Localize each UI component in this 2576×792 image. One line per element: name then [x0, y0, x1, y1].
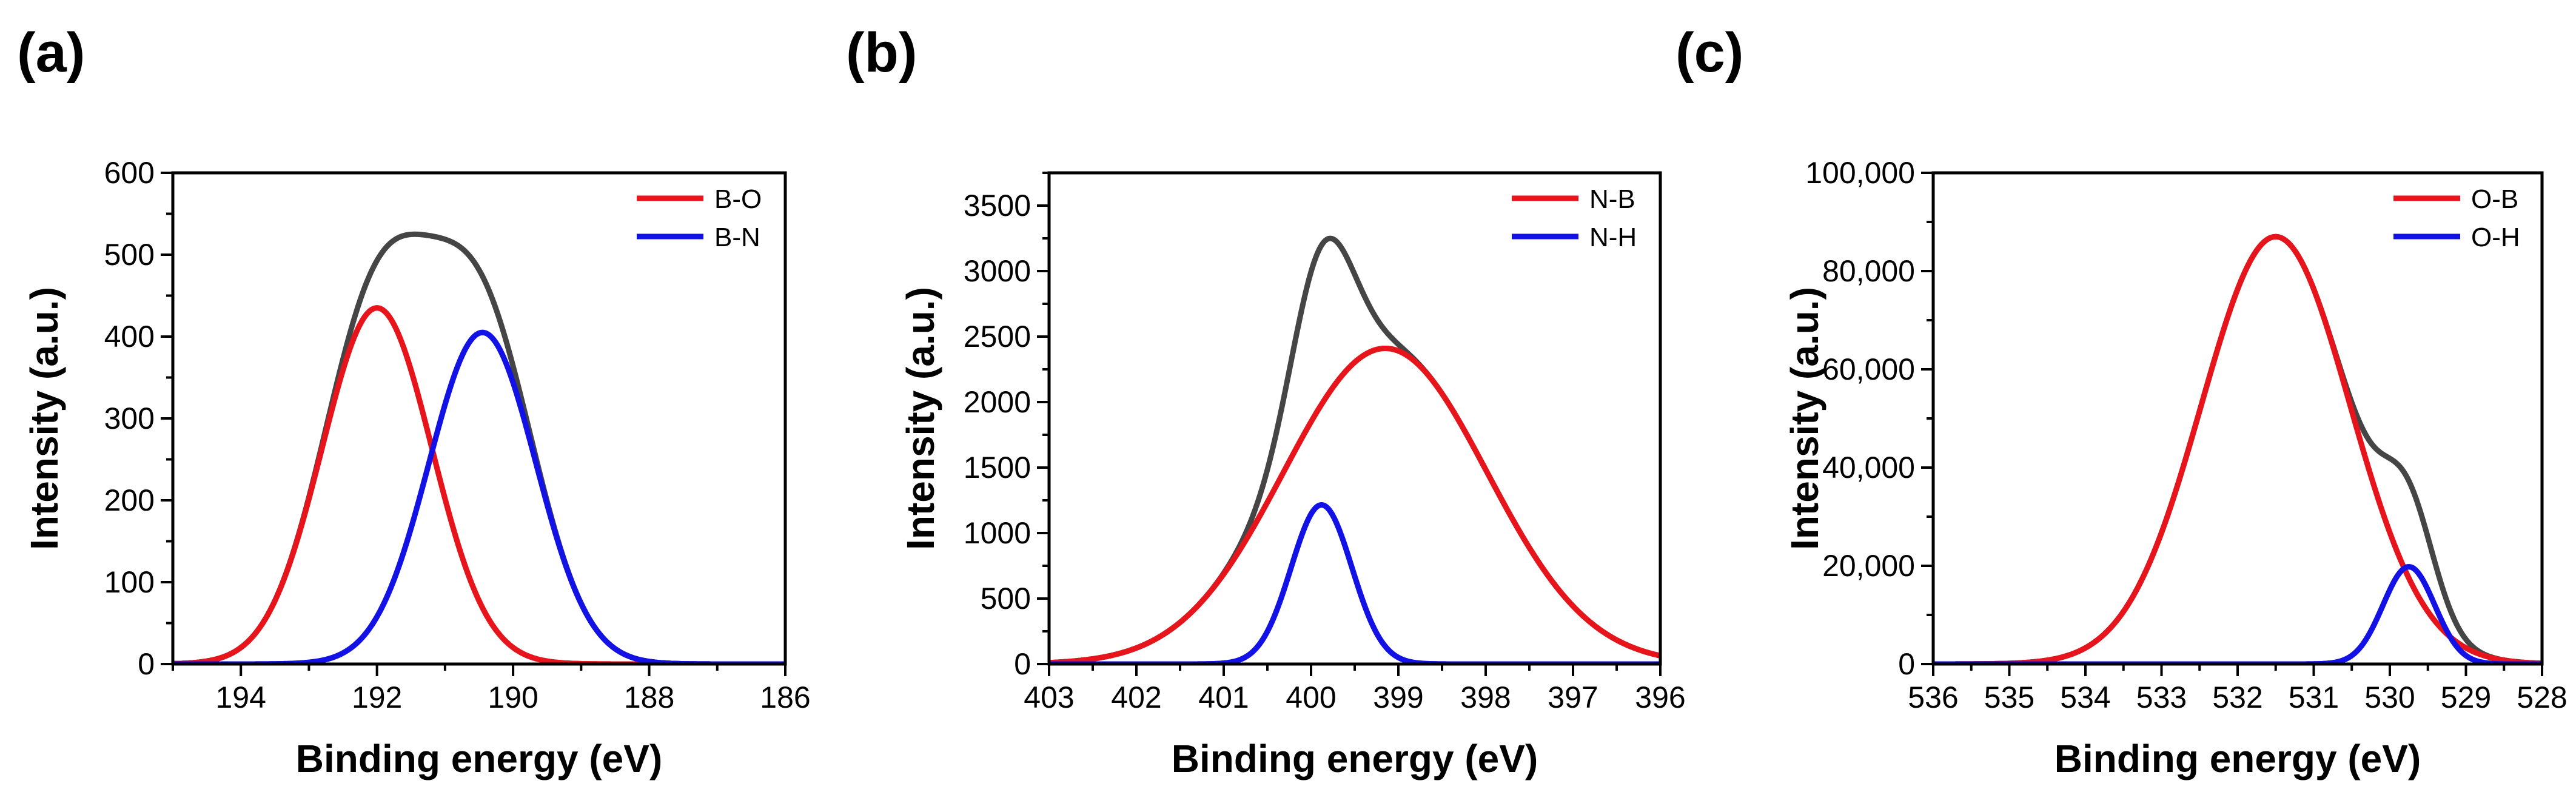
- legend: O-B O-H: [2393, 184, 2520, 252]
- x-axis-title: Binding energy (eV): [1172, 737, 1538, 780]
- series-line-o-b-top: [1933, 233, 2542, 664]
- y-tick-label: 60,000: [1822, 352, 1915, 386]
- y-tick-label: 500: [981, 582, 1031, 616]
- x-tick-label: 398: [1460, 680, 1511, 714]
- series-line-n-h-top: [1049, 502, 1660, 664]
- y-tick-label: 0: [138, 647, 155, 681]
- y-tick-label: 200: [104, 483, 155, 517]
- y-axis-title: Intensity (a.u.): [1783, 287, 1826, 550]
- legend-label-o-b: O-B: [2471, 184, 2518, 214]
- panel-label: (a): [17, 22, 85, 84]
- x-tick-label: 529: [2441, 680, 2491, 714]
- curves: [1933, 233, 2542, 664]
- y-tick-label: 100,000: [1805, 156, 1915, 190]
- series-line-o-b: [1933, 233, 2542, 664]
- x-tick-label: 188: [624, 680, 674, 714]
- x-axis-title: Binding energy (eV): [296, 737, 663, 780]
- legend-label-b-o: B-O: [714, 184, 762, 214]
- curves: [1049, 235, 1660, 664]
- x-tick-label: 190: [488, 680, 538, 714]
- y-tick-label: 500: [104, 238, 155, 272]
- curves: [173, 231, 785, 664]
- plot-frame: [171, 171, 787, 666]
- y-tick-label: 1000: [964, 516, 1031, 550]
- x-tick-label: 536: [1908, 680, 1958, 714]
- x-tick-label: 532: [2212, 680, 2262, 714]
- x-tick-label: 528: [2517, 680, 2567, 714]
- y-tick-label: 100: [104, 565, 155, 599]
- y-tick-label: 20,000: [1822, 549, 1915, 583]
- y-tick-label: 400: [104, 320, 155, 354]
- series-line-o-h-top: [1933, 564, 2542, 664]
- y-tick-label: 2500: [964, 320, 1031, 354]
- y-tick-label: 80,000: [1822, 254, 1915, 288]
- y-axis-title: Intensity (a.u.): [899, 287, 942, 550]
- panel-label: (b): [846, 22, 917, 84]
- y-axis-title: Intensity (a.u.): [22, 287, 66, 550]
- series-line-n-b-top: [1049, 345, 1660, 664]
- chart-panel: (a) 194 192 190 188 186 0 100 200 300 400 500 600 Bin…: [17, 22, 811, 780]
- plot-frame: [1931, 171, 2544, 666]
- y-tick-label: 2000: [964, 385, 1031, 419]
- legend-label-n-h: N-H: [1589, 223, 1637, 252]
- series-line-b-o-top: [173, 305, 785, 664]
- series-line-b-n-top: [173, 329, 785, 664]
- chart-panel: (c) 536 535 534 533 532 531 530 529 528 0 20,000 40,…: [1675, 22, 2568, 780]
- x-tick-label: 194: [216, 680, 266, 714]
- y-tick-label: 1500: [964, 451, 1031, 485]
- x-tick-label: 534: [2060, 680, 2110, 714]
- x-tick-label: 400: [1286, 680, 1336, 714]
- series-line-n-b: [1049, 345, 1660, 664]
- y-tick-label: 3500: [964, 189, 1031, 223]
- x-tick-label: 403: [1024, 680, 1074, 714]
- x-tick-label: 535: [1984, 680, 2034, 714]
- x-tick-label: 186: [760, 680, 810, 714]
- series-line-b-o: [173, 305, 785, 664]
- chart-panel: (b) 403 402 401 400 399 398 397 396 0 500 1000 1500 2…: [846, 22, 1686, 780]
- legend-label-n-b: N-B: [1589, 184, 1635, 214]
- x-tick-label: 192: [352, 680, 402, 714]
- plot-frame: [1047, 171, 1662, 666]
- x-tick-label: 399: [1373, 680, 1423, 714]
- envelope-line: [1933, 233, 2542, 664]
- y-tick-label: 0: [1014, 647, 1031, 681]
- y-tick-label: 40,000: [1822, 451, 1915, 485]
- x-tick-label: 401: [1198, 680, 1249, 714]
- x-tick-label: 530: [2364, 680, 2415, 714]
- legend: N-B N-H: [1512, 184, 1637, 252]
- panel-label: (c): [1675, 22, 1743, 84]
- x-tick-label: 531: [2289, 680, 2339, 714]
- y-tick-label: 600: [104, 156, 155, 190]
- x-tick-label: 396: [1635, 680, 1685, 714]
- series-line-b-n: [173, 329, 785, 664]
- x-tick-label: 533: [2136, 680, 2187, 714]
- legend-label-o-h: O-H: [2471, 223, 2520, 252]
- legend: B-O B-N: [637, 184, 762, 252]
- y-tick-label: 300: [104, 401, 155, 435]
- x-tick-label: 402: [1111, 680, 1161, 714]
- y-tick-label: 0: [1898, 647, 1915, 681]
- legend-label-b-n: B-N: [714, 223, 760, 252]
- x-tick-label: 397: [1548, 680, 1598, 714]
- x-axis-title: Binding energy (eV): [2054, 737, 2421, 780]
- y-tick-label: 3000: [964, 254, 1031, 288]
